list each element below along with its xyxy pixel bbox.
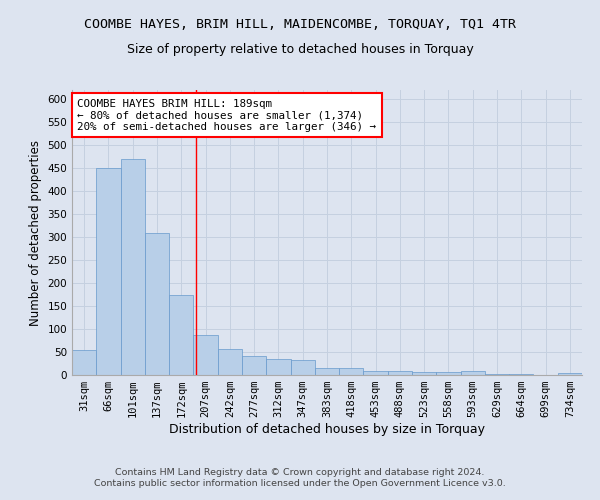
Bar	[412, 372, 436, 375]
Bar	[315, 368, 339, 375]
Bar	[242, 356, 266, 375]
Bar	[169, 294, 193, 375]
Bar	[388, 371, 412, 375]
Text: COOMBE HAYES BRIM HILL: 189sqm
← 80% of detached houses are smaller (1,374)
20% : COOMBE HAYES BRIM HILL: 189sqm ← 80% of …	[77, 98, 376, 132]
Bar	[290, 360, 315, 375]
Bar	[121, 159, 145, 375]
Bar	[218, 349, 242, 375]
Bar	[436, 372, 461, 375]
Text: COOMBE HAYES, BRIM HILL, MAIDENCOMBE, TORQUAY, TQ1 4TR: COOMBE HAYES, BRIM HILL, MAIDENCOMBE, TO…	[84, 18, 516, 30]
Bar	[509, 374, 533, 375]
Bar	[266, 360, 290, 375]
Bar	[72, 350, 96, 375]
Bar	[485, 374, 509, 375]
Bar	[193, 334, 218, 375]
Bar	[364, 372, 388, 375]
Bar	[558, 372, 582, 375]
Bar	[96, 168, 121, 375]
Y-axis label: Number of detached properties: Number of detached properties	[29, 140, 42, 326]
Text: Size of property relative to detached houses in Torquay: Size of property relative to detached ho…	[127, 42, 473, 56]
X-axis label: Distribution of detached houses by size in Torquay: Distribution of detached houses by size …	[169, 423, 485, 436]
Bar	[461, 372, 485, 375]
Bar	[339, 368, 364, 375]
Bar	[145, 232, 169, 375]
Text: Contains HM Land Registry data © Crown copyright and database right 2024.
Contai: Contains HM Land Registry data © Crown c…	[94, 468, 506, 487]
